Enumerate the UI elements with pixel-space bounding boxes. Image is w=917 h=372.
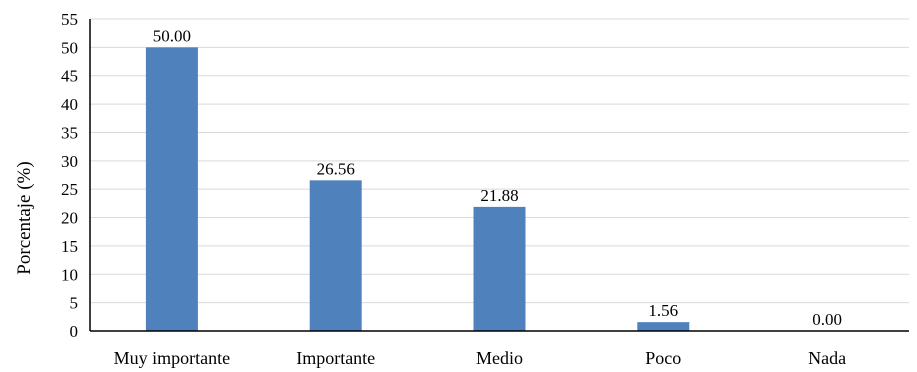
data-label: 0.00 (812, 310, 842, 329)
y-tick-label: 15 (61, 237, 78, 256)
x-category-label: Importante (296, 348, 375, 368)
x-axis-category-labels: Muy importante Importante Medio Poco Nada (114, 348, 846, 368)
y-tick-label: 35 (61, 123, 78, 142)
data-label: 21.88 (480, 186, 518, 205)
y-axis-title: Porcentaje (%) (14, 161, 35, 274)
y-tick-label: 40 (61, 95, 78, 114)
y-tick-label: 30 (61, 152, 78, 171)
y-tick-label: 55 (61, 10, 78, 29)
y-tick-label: 10 (61, 265, 78, 284)
y-tick-label: 25 (61, 180, 78, 199)
x-category-label: Poco (645, 348, 681, 368)
x-category-label: Muy importante (114, 348, 230, 368)
bars (145, 47, 690, 331)
bar (309, 180, 362, 331)
x-category-label: Nada (808, 348, 846, 368)
axes (89, 19, 909, 332)
data-label: 50.00 (153, 26, 191, 45)
bar (145, 47, 198, 331)
gridlines (90, 18, 909, 304)
y-tick-label: 45 (61, 67, 78, 86)
x-category-label: Medio (476, 348, 523, 368)
bar (473, 206, 526, 331)
data-label: 26.56 (317, 159, 355, 178)
data-labels: 50.00 26.56 21.88 1.56 0.00 (153, 26, 842, 329)
y-axis-tick-labels: 0 5 10 15 20 25 30 35 40 45 50 55 (61, 10, 78, 341)
y-tick-label: 0 (70, 322, 79, 341)
y-tick-label: 5 (70, 294, 79, 313)
data-label: 1.56 (648, 301, 678, 320)
bar (637, 322, 690, 331)
y-tick-label: 50 (61, 38, 78, 57)
y-tick-label: 20 (61, 209, 78, 228)
